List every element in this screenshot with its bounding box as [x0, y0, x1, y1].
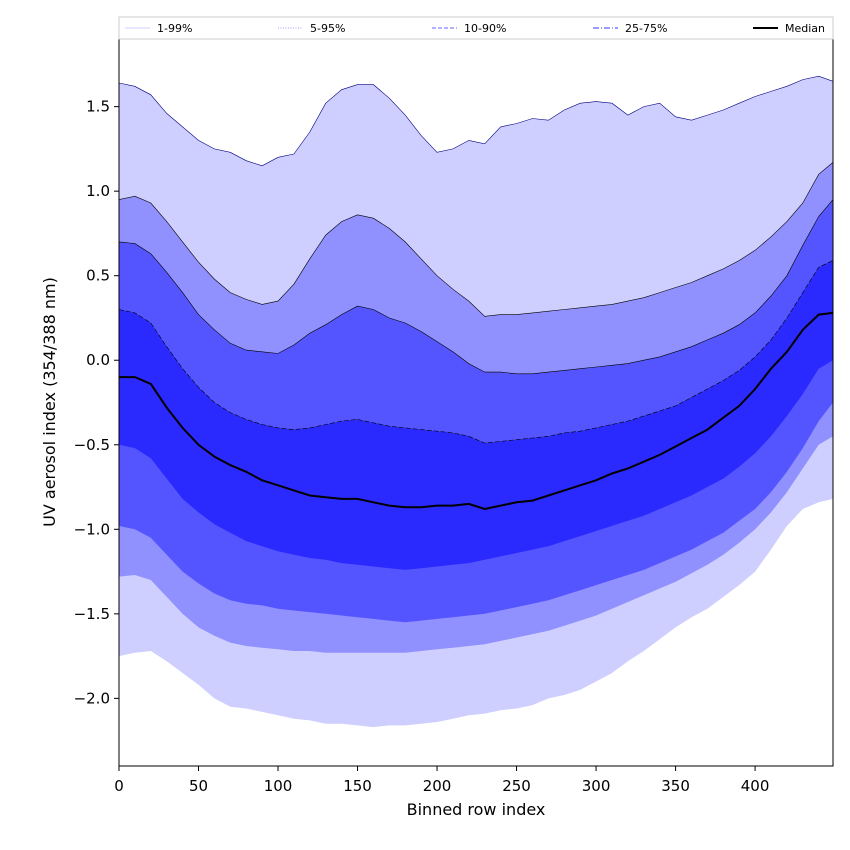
x-tick-label: 250 — [502, 777, 531, 795]
y-tick-label: 0.5 — [86, 267, 110, 285]
x-tick-label: 400 — [741, 777, 770, 795]
x-tick-label: 50 — [189, 777, 208, 795]
percentile-bands — [119, 76, 833, 728]
y-tick-label: 0.0 — [86, 351, 110, 369]
median-series — [119, 311, 834, 511]
legend: 1-99% 5-95% 10-90% 25-75% Median — [118, 16, 834, 40]
y-axis-label: UV aerosol index (354/388 nm) — [40, 277, 59, 527]
y-tick-label: 1.0 — [86, 182, 110, 200]
x-tick-label: 350 — [661, 777, 690, 795]
legend-label: 1-99% — [157, 22, 192, 35]
band-upper-edge-25-75pct — [118, 260, 834, 444]
legend-label: Median — [785, 22, 825, 35]
legend-label: 5-95% — [310, 22, 345, 35]
x-tick-label: 200 — [423, 777, 452, 795]
band-upper-edge-5-95pct — [118, 162, 834, 317]
y-tick-label: −0.5 — [74, 436, 110, 454]
legend-box — [118, 16, 834, 40]
y-axis-ticks: −2.0 −1.5 −1.0 −0.5 0.0 0.5 1.0 1.5 — [74, 98, 119, 707]
series-line-median — [119, 311, 834, 511]
band-upper-edge-10-90pct — [118, 199, 834, 375]
x-tick-label: 300 — [582, 777, 611, 795]
x-tick-label: 0 — [114, 777, 124, 795]
legend-label: 25-75% — [625, 22, 667, 35]
y-tick-label: −1.0 — [74, 520, 110, 538]
band-upper-edge-1-99pct — [118, 75, 834, 167]
x-axis-ticks: 0 50 100 150 200 250 300 350 400 — [114, 766, 769, 795]
band-edge-lines — [118, 75, 834, 444]
y-tick-label: −1.5 — [74, 605, 110, 623]
x-tick-label: 100 — [264, 777, 293, 795]
legend-label: 10-90% — [464, 22, 506, 35]
x-axis-label: Binned row index — [407, 800, 546, 819]
y-tick-label: 1.5 — [86, 98, 110, 116]
x-tick-label: 150 — [343, 777, 372, 795]
y-tick-label: −2.0 — [74, 689, 110, 707]
